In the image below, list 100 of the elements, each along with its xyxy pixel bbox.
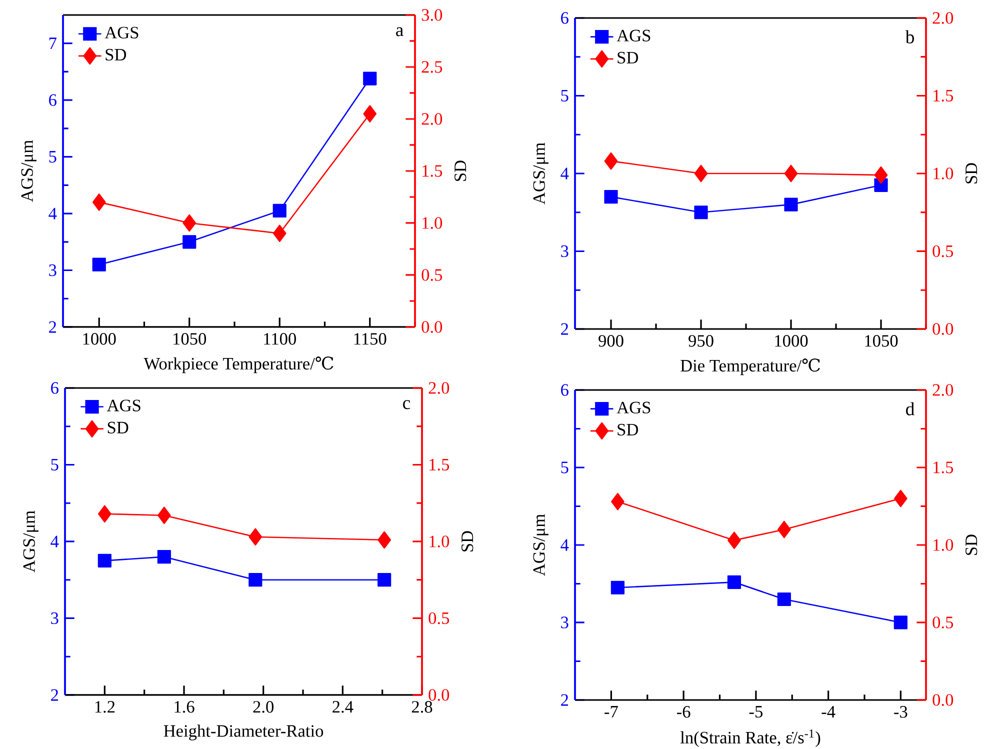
x-tick-label: 2.0 <box>253 701 274 713</box>
annotation: b <box>905 30 914 44</box>
y2-tick-label: 2.5 <box>422 61 442 73</box>
y-tick-label: 6 <box>561 384 568 396</box>
legend-label: SD <box>618 52 638 64</box>
point <box>694 206 708 220</box>
point <box>182 235 196 249</box>
y-tick-label: 5 <box>49 151 56 163</box>
point <box>784 198 798 212</box>
y-axis-title: AGS/μm <box>533 142 548 204</box>
point <box>611 492 624 510</box>
y2-tick-label: 2.0 <box>932 12 954 24</box>
y-tick-label: 2 <box>561 694 568 706</box>
y2-tick-label: 0.5 <box>932 616 954 628</box>
point <box>378 573 392 587</box>
y2-axis-title: SD <box>462 531 474 552</box>
y-tick-label: 6 <box>561 12 568 24</box>
y-tick-label: 2 <box>51 689 58 701</box>
point <box>728 532 741 550</box>
point <box>604 190 618 204</box>
y-tick-label: 5 <box>561 462 568 474</box>
y-tick-label: 5 <box>51 458 58 470</box>
y-tick-label: 4 <box>560 168 569 180</box>
x-axis-title: Height-Diameter-Ratio <box>164 724 324 740</box>
point <box>604 152 618 170</box>
x-tick-label: -3 <box>894 706 908 718</box>
y-tick-label: 4 <box>560 539 569 551</box>
x-tick-label: 1150 <box>354 333 386 345</box>
y2-axis-title: SD <box>966 534 978 555</box>
y-tick-label: 2 <box>561 323 568 335</box>
point <box>92 258 106 272</box>
y-axis-title: AGS/μm <box>533 514 548 576</box>
y-tick-label: 3 <box>561 616 568 628</box>
x-tick-label: 1050 <box>865 335 898 347</box>
y2-tick-label: 1.5 <box>934 462 954 474</box>
point <box>777 592 791 606</box>
y2-tick-label: 0.5 <box>428 612 450 624</box>
y-tick-label: 7 <box>49 38 56 50</box>
point <box>98 505 112 523</box>
annotation: a <box>396 27 404 36</box>
point <box>727 575 742 589</box>
y2-axis-title: SD <box>966 163 978 184</box>
point <box>248 573 262 587</box>
legend-label: AGS <box>616 30 650 42</box>
point <box>98 554 112 568</box>
point <box>610 580 625 594</box>
x-axis-title: Die Temperature/℃ <box>680 358 820 376</box>
y2-tick-label: 1.0 <box>430 536 450 548</box>
y2-tick-label: 2.0 <box>932 384 954 396</box>
legend-label: AGS <box>104 26 138 38</box>
point <box>158 506 171 524</box>
x-tick-label: -7 <box>604 706 618 718</box>
y2-axis-title: SD <box>454 160 466 181</box>
point <box>248 528 262 546</box>
x-tick-label: -6 <box>676 706 690 718</box>
y2-tick-label: 1.5 <box>422 165 442 177</box>
x-tick-label: 900 <box>598 335 624 347</box>
y2-tick-label: 2.0 <box>422 113 442 125</box>
y2-tick-label: 1.5 <box>430 458 450 471</box>
x-tick-label: 1.2 <box>95 701 115 713</box>
point <box>92 194 106 211</box>
y2-tick-label: 1.5 <box>934 90 954 102</box>
y2-tick-label: 0.5 <box>932 245 954 258</box>
y-tick-label: 4 <box>48 208 57 220</box>
x-tick-label: -5 <box>749 706 762 718</box>
legend-label: AGS <box>616 402 650 414</box>
y-axis-title: AGS/μm <box>23 510 38 572</box>
legend-label: SD <box>106 48 126 61</box>
y2-tick-label: 0.0 <box>422 321 442 333</box>
y-axis-title: AGS/μm <box>21 140 36 202</box>
annotation: c <box>403 400 410 410</box>
annotation: d <box>906 402 914 416</box>
y2-tick-label: 3.0 <box>422 9 442 21</box>
y-tick-label: 6 <box>49 94 56 106</box>
y2-tick-label: 1.0 <box>934 168 954 180</box>
point <box>784 164 798 182</box>
x-tick-label: 1000 <box>775 335 808 347</box>
x-tick-label: 1050 <box>174 333 206 345</box>
y-tick-label: 6 <box>51 382 58 394</box>
point <box>694 164 708 182</box>
x-tick-label: 950 <box>688 335 714 347</box>
y2-tick-label: 0.5 <box>422 269 442 281</box>
x-tick-label: 2.4 <box>332 701 354 713</box>
point <box>777 520 791 538</box>
point <box>272 204 286 218</box>
x-tick-label: 1100 <box>264 333 296 345</box>
x-axis-title: Workpiece Temperature/℃ <box>144 356 334 374</box>
y2-tick-label: 2.0 <box>428 382 450 394</box>
y-tick-label: 5 <box>561 90 568 102</box>
legend-label: SD <box>618 424 638 436</box>
point <box>272 224 286 242</box>
y-tick-label: 3 <box>51 612 58 624</box>
point <box>378 531 391 549</box>
point <box>182 214 196 232</box>
y-tick-label: 3 <box>561 245 568 258</box>
point <box>894 490 908 508</box>
y-tick-label: 3 <box>49 264 56 276</box>
point <box>894 616 908 630</box>
point <box>363 72 377 86</box>
x-tick-label: 1000 <box>83 333 116 345</box>
